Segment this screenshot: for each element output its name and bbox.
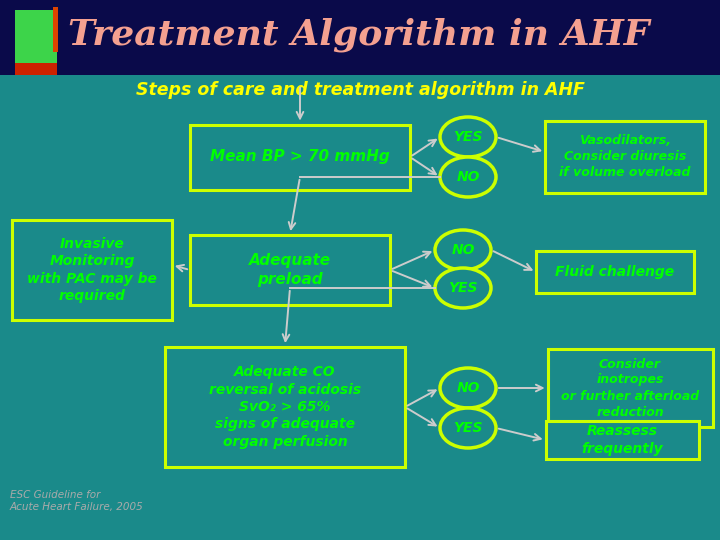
Bar	[53, 7, 58, 52]
Text: YES: YES	[454, 130, 482, 144]
Text: NO: NO	[456, 170, 480, 184]
Text: Adequate CO
reversal of acidosis
SvO₂ > 65%
signs of adequate
organ perfusion: Adequate CO reversal of acidosis SvO₂ > …	[209, 366, 361, 449]
Text: ESC Guideline for
Acute Heart Failure, 2005: ESC Guideline for Acute Heart Failure, 2…	[10, 490, 144, 512]
Text: Vasodilators,
Consider diuresis
if volume overload: Vasodilators, Consider diuresis if volum…	[559, 134, 690, 179]
Ellipse shape	[440, 157, 496, 197]
Ellipse shape	[435, 268, 491, 308]
Bar	[15, 63, 57, 75]
Text: Treatment Algorithm in AHF: Treatment Algorithm in AHF	[68, 18, 649, 52]
Text: NO: NO	[451, 243, 474, 257]
Text: Fluid challenge: Fluid challenge	[555, 265, 675, 279]
Text: Invasive
Monitoring
with PAC may be
required: Invasive Monitoring with PAC may be requ…	[27, 237, 157, 303]
Text: YES: YES	[449, 281, 478, 295]
Bar	[546, 421, 698, 459]
Bar	[190, 125, 410, 190]
Text: Reassess
frequently: Reassess frequently	[581, 424, 663, 456]
Bar	[536, 251, 694, 293]
Bar	[12, 220, 172, 320]
Text: Steps of care and treatment algorithm in AHF: Steps of care and treatment algorithm in…	[135, 81, 585, 99]
Ellipse shape	[440, 408, 496, 448]
Ellipse shape	[440, 117, 496, 157]
Bar	[545, 121, 705, 193]
Text: Adequate
preload: Adequate preload	[249, 253, 331, 287]
Bar	[165, 347, 405, 467]
Text: Mean BP > 70 mmHg: Mean BP > 70 mmHg	[210, 150, 390, 165]
Text: YES: YES	[454, 421, 482, 435]
Bar	[15, 10, 57, 65]
Text: Consider
inotropes
or further afterload
reduction: Consider inotropes or further afterload …	[561, 357, 699, 418]
Text: NO: NO	[456, 381, 480, 395]
Bar	[190, 235, 390, 305]
Ellipse shape	[435, 230, 491, 270]
Ellipse shape	[440, 368, 496, 408]
Bar	[547, 349, 713, 427]
Bar	[0, 75, 720, 540]
